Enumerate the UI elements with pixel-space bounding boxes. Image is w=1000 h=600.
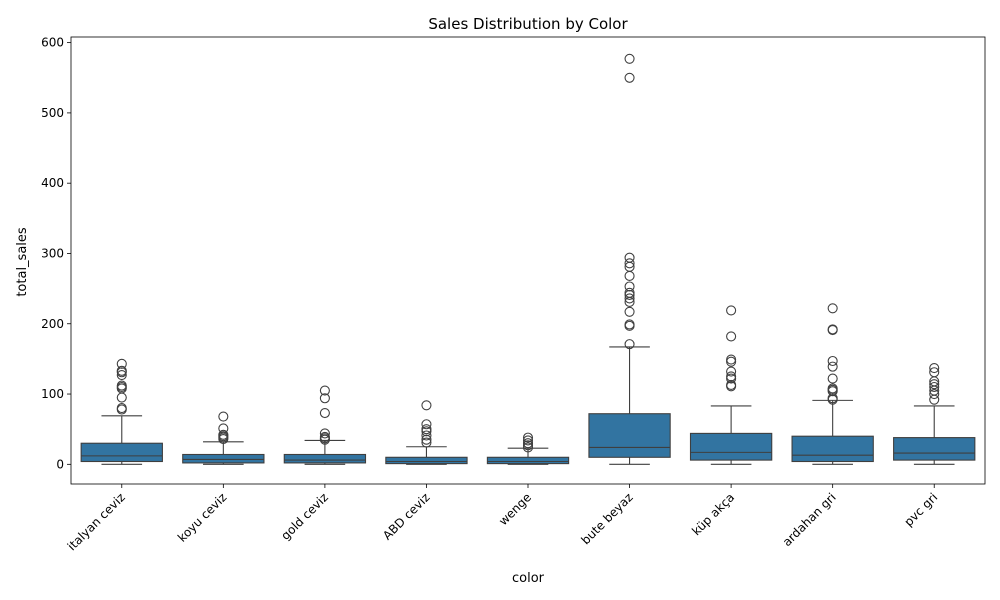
box-iqr — [283, 453, 367, 464]
outlier-point — [421, 430, 432, 441]
outlier-point — [218, 429, 229, 440]
outlier-point — [421, 437, 432, 448]
outlier-point — [116, 403, 127, 414]
outlier-point — [726, 354, 737, 365]
outlier-point — [319, 385, 330, 396]
y-tick-label: 300 — [41, 246, 64, 260]
outlier-point — [522, 432, 534, 443]
outlier-point — [421, 419, 432, 430]
outlier-point — [726, 366, 737, 377]
outlier-point — [218, 423, 229, 434]
outlier-point — [319, 407, 330, 419]
outlier-point — [624, 72, 635, 83]
outlier-point — [218, 411, 229, 422]
outlier-point — [827, 355, 838, 367]
y-tick-label: 500 — [41, 106, 64, 120]
outlier-point — [929, 379, 940, 390]
outlier-point — [421, 400, 432, 411]
y-axis-title: total_sales — [15, 227, 30, 297]
outlier-point — [624, 319, 635, 330]
outlier-point — [726, 371, 737, 382]
outlier-point — [827, 361, 838, 372]
outlier-point — [319, 431, 330, 442]
outlier-point — [624, 293, 635, 304]
outlier-point — [624, 252, 635, 263]
outlier-point — [827, 393, 838, 404]
outlier-point — [929, 367, 940, 378]
outlier-point — [116, 380, 127, 391]
outlier-point — [116, 370, 127, 381]
box-iqr — [588, 413, 671, 458]
outlier-point — [624, 287, 635, 298]
outlier-point — [827, 373, 838, 384]
outlier-point — [319, 428, 330, 439]
outlier-point — [421, 434, 432, 445]
box-iqr — [385, 456, 468, 465]
outlier-point — [726, 379, 737, 390]
outlier-point — [726, 331, 737, 342]
outlier-point — [624, 339, 635, 350]
outlier-point — [726, 305, 737, 316]
outlier-point — [624, 258, 635, 269]
outlier-point — [929, 381, 940, 393]
box-iqr — [791, 435, 874, 463]
outlier-point — [522, 435, 534, 446]
box-iqr — [182, 453, 265, 464]
box-iqr — [893, 437, 976, 461]
box-iqr — [80, 442, 163, 463]
outlier-point — [827, 303, 838, 314]
x-axis-title: color — [512, 571, 545, 586]
chart-title: Sales Distribution by Color — [428, 15, 628, 33]
outlier-point — [624, 306, 635, 317]
y-tick-label: 400 — [41, 176, 64, 190]
box-iqr — [689, 432, 773, 461]
axes-frame — [70, 36, 986, 485]
outlier-point — [116, 365, 127, 376]
box-iqr — [486, 456, 570, 465]
y-tick-label: 0 — [56, 457, 64, 471]
outlier-point — [116, 358, 127, 369]
outlier-point — [827, 383, 838, 394]
outlier-point — [624, 53, 635, 64]
outlier-point — [929, 388, 940, 400]
y-tick-label: 200 — [41, 317, 64, 331]
outlier-point — [319, 393, 330, 404]
outlier-point — [624, 281, 635, 292]
outlier-point — [827, 324, 838, 335]
y-tick-label: 100 — [41, 387, 64, 401]
y-tick-label: 600 — [41, 36, 64, 50]
outlier-point — [929, 362, 940, 374]
outlier-point — [522, 438, 534, 449]
outlier-point — [421, 424, 432, 435]
